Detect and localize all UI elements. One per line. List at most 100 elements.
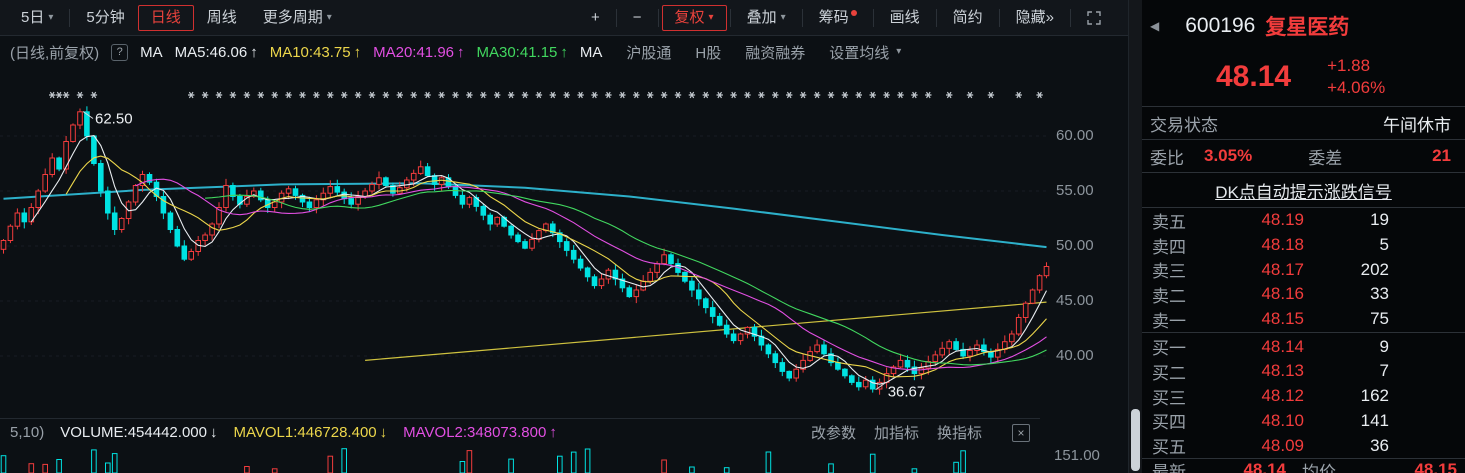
event-marker-icon[interactable] bbox=[521, 91, 529, 99]
period-button[interactable]: 更多周期 ▾ bbox=[250, 5, 345, 31]
event-marker-icon[interactable] bbox=[299, 91, 306, 99]
event-marker-icon[interactable] bbox=[925, 91, 932, 99]
market-link[interactable]: H股 bbox=[695, 42, 721, 63]
scrollbar-thumb[interactable] bbox=[1131, 409, 1140, 471]
event-marker-icon[interactable] bbox=[327, 91, 334, 99]
event-marker-icon[interactable] bbox=[188, 91, 195, 99]
event-marker-icon[interactable] bbox=[688, 91, 696, 99]
indicator-action-button[interactable]: 加指标 bbox=[873, 425, 919, 442]
event-marker-icon[interactable] bbox=[674, 91, 682, 99]
ask-row[interactable]: 卖四 48.18 5 bbox=[1142, 233, 1465, 258]
tool-button[interactable]: 画线 bbox=[877, 5, 933, 31]
event-marker-icon[interactable] bbox=[76, 91, 84, 99]
event-marker-icon[interactable] bbox=[215, 91, 223, 99]
period-button[interactable]: 5分钟 bbox=[73, 5, 137, 31]
event-marker-icon[interactable] bbox=[730, 91, 737, 99]
market-link[interactable]: 融资融券 bbox=[745, 42, 805, 63]
event-marker-icon[interactable] bbox=[660, 91, 668, 99]
event-marker-icon[interactable] bbox=[577, 91, 584, 99]
event-marker-icon[interactable] bbox=[452, 91, 459, 99]
event-marker-icon[interactable] bbox=[563, 91, 570, 99]
vertical-scrollbar[interactable] bbox=[1128, 0, 1143, 473]
tool-button[interactable]: 复权 ▾ bbox=[661, 4, 727, 31]
event-marker-icon[interactable] bbox=[535, 91, 543, 99]
period-button[interactable]: 日线 bbox=[137, 4, 194, 31]
ask-row[interactable]: 卖三 48.17 202 bbox=[1142, 257, 1465, 282]
help-icon[interactable]: ? bbox=[111, 43, 129, 61]
event-marker-icon[interactable] bbox=[257, 91, 264, 99]
event-marker-icon[interactable] bbox=[90, 91, 98, 99]
indicator-action-button[interactable]: 改参数 bbox=[810, 425, 856, 442]
market-link[interactable]: 沪股通 bbox=[626, 42, 671, 63]
event-marker-icon[interactable] bbox=[987, 91, 995, 99]
event-marker-icon[interactable] bbox=[897, 91, 904, 99]
event-marker-icon[interactable] bbox=[229, 91, 237, 99]
event-marker-icon[interactable] bbox=[633, 91, 640, 99]
fullscreen-button[interactable] bbox=[1074, 7, 1114, 29]
event-marker-icon[interactable] bbox=[855, 91, 862, 99]
event-marker-icon[interactable] bbox=[368, 91, 376, 99]
event-marker-icon[interactable] bbox=[966, 91, 974, 99]
event-marker-icon[interactable] bbox=[410, 91, 417, 99]
event-marker-icon[interactable] bbox=[354, 91, 362, 99]
event-marker-icon[interactable] bbox=[285, 91, 292, 99]
indicator-action-button[interactable]: 换指标 bbox=[936, 425, 982, 442]
event-marker-icon[interactable] bbox=[883, 91, 890, 99]
event-marker-icon[interactable] bbox=[494, 91, 501, 99]
market-link[interactable]: 设置均线 ▾ bbox=[829, 42, 901, 63]
bid-row[interactable]: 买五 48.09 36 bbox=[1142, 433, 1465, 458]
bid-row[interactable]: 买一 48.14 9 bbox=[1142, 334, 1465, 359]
event-marker-icon[interactable] bbox=[62, 91, 70, 99]
event-marker-icon[interactable] bbox=[549, 91, 556, 99]
event-marker-icon[interactable] bbox=[946, 91, 953, 99]
event-marker-icon[interactable] bbox=[813, 91, 821, 99]
event-marker-icon[interactable] bbox=[201, 91, 209, 99]
event-marker-icon[interactable] bbox=[647, 91, 654, 99]
tool-button[interactable]: 隐藏» bbox=[1003, 5, 1067, 31]
event-marker-icon[interactable] bbox=[55, 91, 63, 99]
event-marker-icon[interactable] bbox=[271, 91, 278, 99]
event-marker-icon[interactable] bbox=[841, 91, 849, 99]
event-marker-icon[interactable] bbox=[619, 91, 626, 99]
event-marker-icon[interactable] bbox=[786, 91, 793, 99]
collapse-panel-icon[interactable]: ◀ bbox=[1150, 19, 1160, 33]
tool-button[interactable]: 简约 bbox=[940, 5, 996, 31]
event-marker-icon[interactable] bbox=[1015, 91, 1022, 99]
bid-row[interactable]: 买三 48.12 162 bbox=[1142, 384, 1465, 409]
event-marker-icon[interactable] bbox=[424, 91, 431, 99]
bid-row[interactable]: 买二 48.13 7 bbox=[1142, 359, 1465, 384]
event-marker-icon[interactable] bbox=[243, 91, 251, 99]
bid-row[interactable]: 买四 48.10 141 bbox=[1142, 409, 1465, 434]
close-indicator-button[interactable]: × bbox=[1012, 423, 1030, 442]
event-marker-icon[interactable] bbox=[313, 91, 320, 99]
candlestick-chart[interactable]: 62.50 36.67 60.00 55.00 50.00 45.00 40.00 bbox=[0, 68, 1128, 418]
event-marker-icon[interactable] bbox=[799, 91, 807, 99]
event-marker-icon[interactable] bbox=[911, 91, 918, 99]
tool-button[interactable]: 叠加 ▾ bbox=[734, 5, 799, 31]
event-marker-icon[interactable] bbox=[480, 91, 487, 99]
event-marker-icon[interactable] bbox=[702, 91, 709, 99]
tool-button[interactable]: 筹码 bbox=[806, 5, 870, 31]
event-marker-icon[interactable] bbox=[772, 91, 779, 99]
event-marker-icon[interactable] bbox=[716, 91, 723, 99]
event-marker-icon[interactable] bbox=[869, 91, 876, 99]
event-marker-icon[interactable] bbox=[1036, 91, 1043, 99]
ask-row[interactable]: 卖五 48.19 19 bbox=[1142, 208, 1465, 233]
event-marker-icon[interactable] bbox=[605, 91, 612, 99]
event-marker-icon[interactable] bbox=[438, 91, 445, 99]
ask-row[interactable]: 卖一 48.15 75 bbox=[1142, 307, 1465, 332]
event-marker-icon[interactable] bbox=[591, 91, 598, 99]
event-marker-icon[interactable] bbox=[758, 91, 765, 99]
event-marker-icon[interactable] bbox=[827, 91, 835, 99]
ask-row[interactable]: 卖二 48.16 33 bbox=[1142, 282, 1465, 307]
event-marker-icon[interactable] bbox=[341, 91, 348, 99]
event-marker-icon[interactable] bbox=[49, 91, 56, 99]
period-button[interactable]: 5日 ▾ bbox=[8, 5, 66, 31]
tool-button[interactable]: + bbox=[578, 5, 613, 31]
event-marker-icon[interactable] bbox=[744, 91, 751, 99]
event-marker-icon[interactable] bbox=[382, 91, 390, 99]
event-marker-icon[interactable] bbox=[466, 91, 473, 99]
chart-canvas[interactable]: 62.50 36.67 bbox=[0, 68, 1050, 418]
dk-signal-link[interactable]: DK点自动提示涨跌信号 bbox=[1215, 182, 1392, 202]
tool-button[interactable]: − bbox=[620, 5, 655, 31]
